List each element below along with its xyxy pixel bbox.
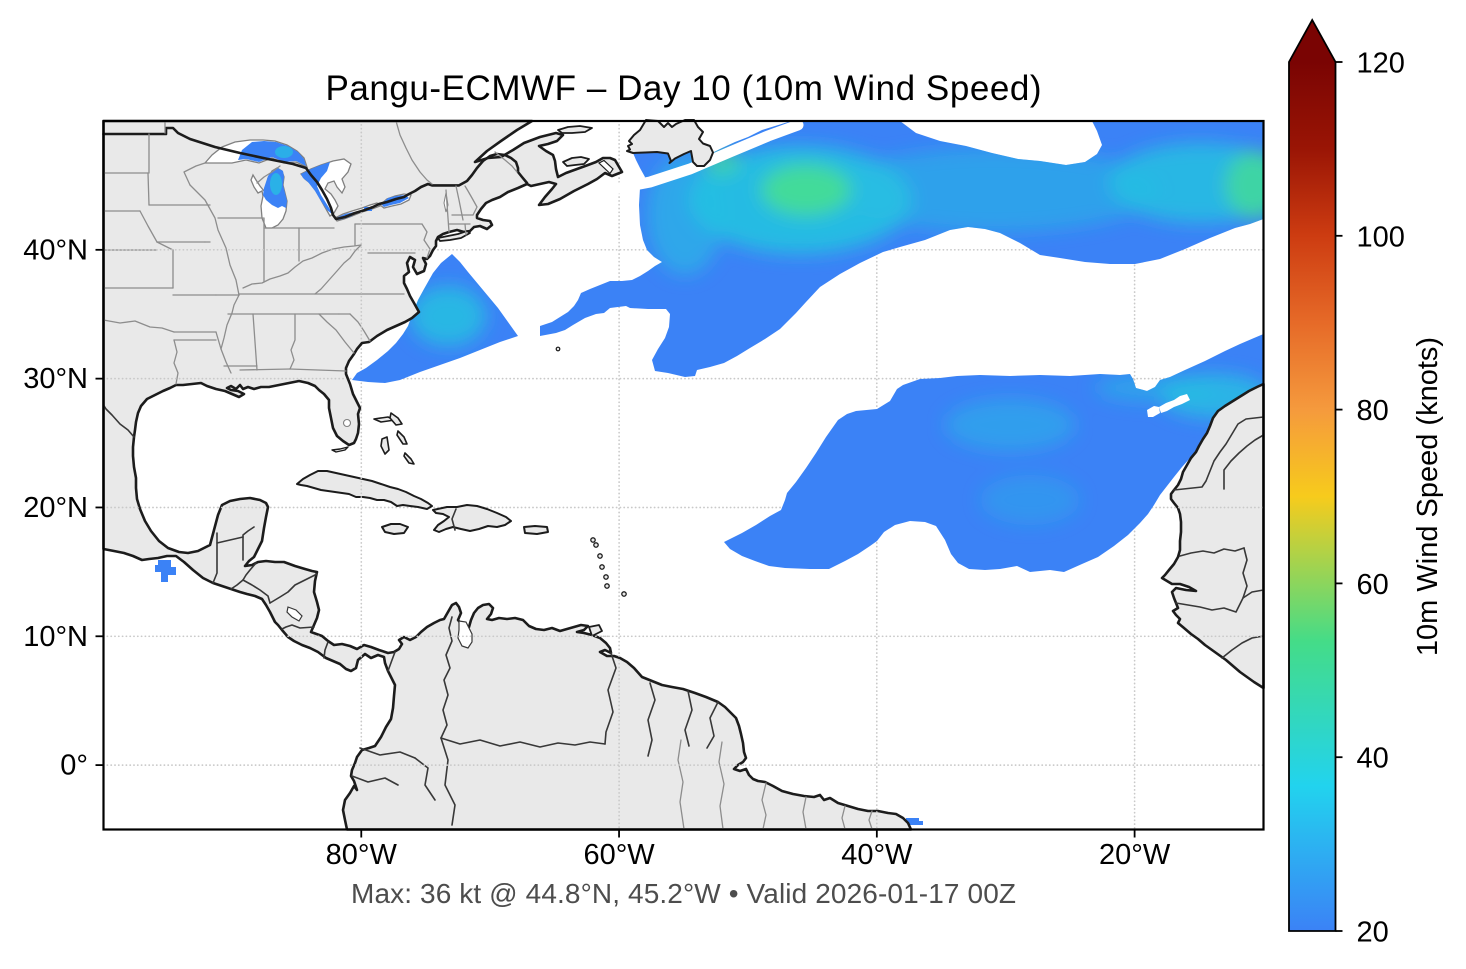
svg-text:10°N: 10°N [23,621,88,653]
svg-text:Pangu-ECMWF – Day 10 (10m Wind: Pangu-ECMWF – Day 10 (10m Wind Speed) [326,69,1042,108]
svg-text:40°W: 40°W [841,839,913,871]
svg-text:120: 120 [1357,48,1405,80]
svg-text:40: 40 [1357,743,1389,775]
svg-text:30°N: 30°N [23,363,88,395]
svg-text:80°W: 80°W [326,839,398,871]
svg-text:80: 80 [1357,395,1389,427]
svg-text:20°W: 20°W [1099,839,1171,871]
svg-text:20°N: 20°N [23,492,88,524]
svg-text:100: 100 [1357,221,1405,253]
svg-text:60: 60 [1357,569,1389,601]
svg-text:60°W: 60°W [583,839,655,871]
svg-text:Max: 36 kt @ 44.8°N, 45.2°W •: Max: 36 kt @ 44.8°N, 45.2°W • Valid 2026… [351,878,1016,909]
svg-text:0°: 0° [60,750,88,782]
svg-text:20: 20 [1357,917,1389,949]
svg-text:40°N: 40°N [23,234,88,266]
svg-text:10m Wind Speed (knots): 10m Wind Speed (knots) [1412,337,1444,656]
